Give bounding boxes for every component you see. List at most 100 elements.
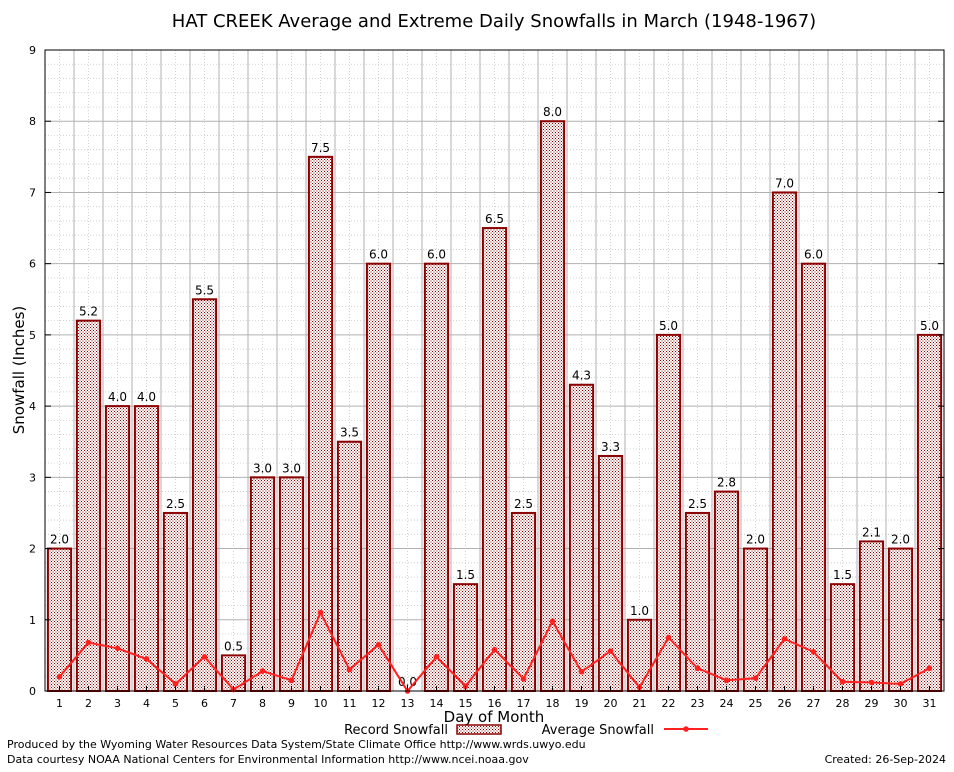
average-point-day-17 [520, 676, 527, 682]
x-tick-label-16: 16 [488, 697, 502, 710]
y-tick-label-4: 4 [29, 400, 36, 413]
bar-label-layer: 2.05.24.0 4.02.55.50.53.0 3.07.53.56.00.06… [50, 105, 939, 689]
bar-label-day-2: 5.2 [79, 305, 98, 319]
x-tick-label-18: 18 [546, 697, 560, 710]
bar-label-day-30: 2.0 [891, 533, 910, 547]
bar-label-day-9: 3.0 [282, 461, 301, 475]
bar-day-21 [626, 618, 653, 692]
bar-day-2 [75, 319, 102, 692]
bar-day-8 [249, 476, 276, 693]
bar-day-6 [191, 298, 218, 692]
y-tick-label-8: 8 [29, 115, 36, 128]
average-point-day-16 [491, 646, 498, 653]
bar-label-day-8: 3.0 [253, 461, 272, 475]
bar-day-7 [220, 654, 247, 693]
x-tick-layer: 1 2 3 4 5 6 7 8 9 10 11 12 13 14 15 16 17 18 19 20 21 22 23 24 2… [56, 686, 937, 710]
bar-label-day-19: 4.3 [572, 369, 591, 383]
x-tick-label-31: 31 [923, 697, 937, 710]
bar-day-14 [423, 262, 450, 692]
bar-day-16 [481, 227, 508, 693]
x-tick-label-13: 13 [401, 697, 415, 710]
footer-created: Created: 26-Sep-2024 [824, 753, 946, 766]
bar-label-day-17: 2.5 [514, 497, 533, 511]
x-tick-label-6: 6 [201, 697, 208, 710]
x-tick-label-27: 27 [807, 697, 821, 710]
bar-label-day-31: 5.0 [920, 319, 939, 333]
bar-label-day-5: 2.5 [166, 497, 185, 511]
x-tick-label-2: 2 [85, 697, 92, 710]
average-point-day-29 [868, 679, 875, 686]
x-tick-label-10: 10 [314, 697, 328, 710]
average-point-day-1 [56, 673, 63, 680]
average-point-day-28 [839, 678, 846, 685]
average-point-day-23 [694, 665, 701, 672]
bar-label-day-3: 4.0 [108, 390, 127, 404]
x-tick-label-19: 19 [575, 697, 589, 710]
bar-label-day-7: 0.5 [224, 639, 243, 653]
average-point-day-3 [114, 645, 121, 652]
x-tick-label-12: 12 [372, 697, 386, 710]
bar-label-day-10: 7.5 [311, 141, 330, 155]
average-point-day-19 [578, 668, 585, 675]
y-tick-label-1: 1 [29, 614, 36, 627]
x-tick-label-4: 4 [143, 697, 150, 710]
x-tick-label-23: 23 [691, 697, 705, 710]
x-tick-label-30: 30 [894, 697, 908, 710]
average-point-day-8 [259, 668, 266, 674]
bar-label-day-29: 2.1 [862, 525, 881, 539]
average-point-day-12 [375, 641, 382, 648]
x-tick-label-1: 1 [56, 697, 63, 710]
x-tick-label-26: 26 [778, 697, 792, 710]
legend: Record Snowfall Average Snowfall [344, 723, 708, 738]
average-point-day-30 [897, 681, 904, 687]
average-point-day-4 [143, 656, 150, 662]
bar-day-1 [46, 547, 73, 692]
footer-source: Data courtesy NOAA National Centers for … [7, 753, 529, 766]
x-tick-label-8: 8 [259, 697, 266, 710]
bar-day-29 [858, 540, 885, 693]
average-point-day-9 [288, 677, 295, 684]
average-point-day-5 [172, 681, 179, 687]
bar-label-day-18: 8.0 [543, 105, 562, 119]
y-tick-label-0: 0 [29, 685, 36, 698]
bar-label-day-26: 7.0 [775, 176, 794, 190]
x-tick-label-17: 17 [517, 697, 531, 710]
average-point-day-25 [752, 675, 759, 681]
bar-label-day-20: 3.3 [601, 440, 620, 454]
y-axis-label: Snowfall (Inches) [10, 306, 28, 434]
average-point-day-2 [85, 639, 92, 646]
bar-day-30 [887, 547, 914, 692]
x-tick-label-5: 5 [172, 697, 179, 710]
bar-label-day-14: 6.0 [427, 248, 446, 262]
x-tick-label-20: 20 [604, 697, 618, 710]
bar-label-day-12: 6.0 [369, 248, 388, 262]
bar-label-day-11: 3.5 [340, 426, 359, 440]
bar-label-day-27: 6.0 [804, 248, 823, 262]
average-point-day-11 [346, 666, 353, 673]
average-point-day-10 [317, 609, 324, 616]
x-tick-label-29: 29 [865, 697, 879, 710]
legend-average-marker [683, 726, 689, 732]
bar-day-23 [684, 511, 711, 693]
y-tick-layer: 0 1 2 3 4 5 6 7 8 9 [29, 44, 944, 698]
y-tick-label-9: 9 [29, 44, 36, 57]
bar-day-28 [829, 583, 856, 693]
x-tick-label-11: 11 [343, 697, 357, 710]
bar-label-day-4: 4.0 [137, 390, 156, 404]
y-tick-label-5: 5 [29, 329, 36, 342]
bar-label-day-25: 2.0 [746, 533, 765, 547]
bar-day-5 [162, 511, 189, 693]
average-line-layer [56, 609, 933, 694]
bar-day-12 [365, 262, 392, 692]
average-point-day-26 [781, 636, 788, 642]
x-tick-label-15: 15 [459, 697, 473, 710]
bar-label-day-16: 6.5 [485, 212, 504, 226]
average-point-day-6 [201, 654, 208, 660]
bar-label-day-23: 2.5 [688, 497, 707, 511]
y-tick-label-6: 6 [29, 258, 36, 271]
bar-day-31 [916, 333, 943, 692]
footer-producer: Produced by the Wyoming Water Resources … [7, 738, 586, 751]
x-tick-label-22: 22 [662, 697, 676, 710]
x-tick-label-9: 9 [288, 697, 295, 710]
